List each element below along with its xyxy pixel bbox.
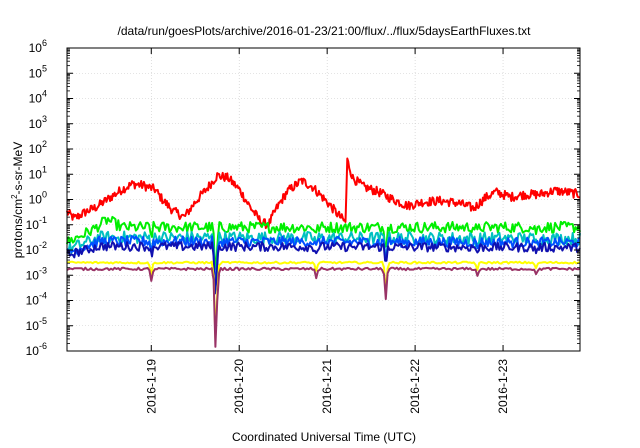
series-line-4 [66, 241, 581, 295]
y-tick-label-exponent: 3 [42, 114, 47, 124]
y-tick-label: 102 [29, 139, 47, 156]
y-tick-label: 10-4 [26, 291, 47, 308]
y-tick-label-exponent: 2 [42, 139, 47, 149]
series-line-0 [66, 157, 581, 230]
y-tick-label: 101 [29, 164, 47, 181]
y-tick-label: 103 [29, 114, 47, 131]
y-tick-label-exponent: -6 [39, 341, 47, 351]
x-tick-label: 2016-1-23 [496, 359, 510, 414]
y-tick-label-exponent: -2 [39, 240, 47, 250]
y-tick-label-exponent: 1 [42, 164, 47, 174]
x-tick-label: 2016-1-22 [408, 359, 422, 414]
y-tick-label: 10-6 [26, 341, 47, 358]
y-tick-label: 10-3 [26, 265, 47, 282]
series-lines [66, 157, 581, 348]
y-tick-label: 100 [29, 190, 47, 207]
chart-title: /data/run/goesPlots/archive/2016-01-23/2… [118, 24, 532, 38]
y-axis-label-exponent: 2 [10, 194, 19, 199]
y-tick-label-exponent: -5 [39, 316, 47, 326]
x-tick-label: 2016-1-20 [232, 359, 246, 414]
y-tick-label: 105 [29, 63, 47, 80]
grid [67, 48, 580, 351]
y-tick-label: 104 [29, 89, 47, 106]
x-tick-label: 2016-1-19 [144, 359, 158, 414]
y-tick-label: 106 [29, 38, 47, 55]
x-axis-label: Coordinated Universal Time (UTC) [232, 430, 416, 444]
x-axis: 2016-1-19 2016-1-20 2016-1-21 2016-1-22 2016… [144, 48, 510, 414]
y-tick-label-exponent: -1 [39, 215, 47, 225]
y-tick-label: 10-5 [26, 316, 47, 333]
y-tick-label-exponent: -3 [39, 265, 47, 275]
y-axis-label: protons/cm2-s-sr-MeV [10, 142, 25, 258]
y-tick-label-exponent: 6 [42, 38, 47, 48]
y-axis-label-main: protons/cm [11, 199, 25, 258]
x-tick-label: 2016-1-21 [320, 359, 334, 414]
series-line-6 [66, 266, 581, 348]
y-tick-label: 10-2 [26, 240, 47, 257]
y-tick-label: 10-1 [26, 215, 47, 232]
series-line-5 [66, 260, 581, 340]
y-tick-label-exponent: -4 [39, 291, 47, 301]
y-tick-label-exponent: 0 [42, 190, 47, 200]
y-axis-label-unit: -s-sr-MeV [11, 142, 25, 195]
y-tick-label-exponent: 4 [42, 89, 47, 99]
series-line-1 [66, 215, 581, 271]
y-tick-label-exponent: 5 [42, 63, 47, 73]
